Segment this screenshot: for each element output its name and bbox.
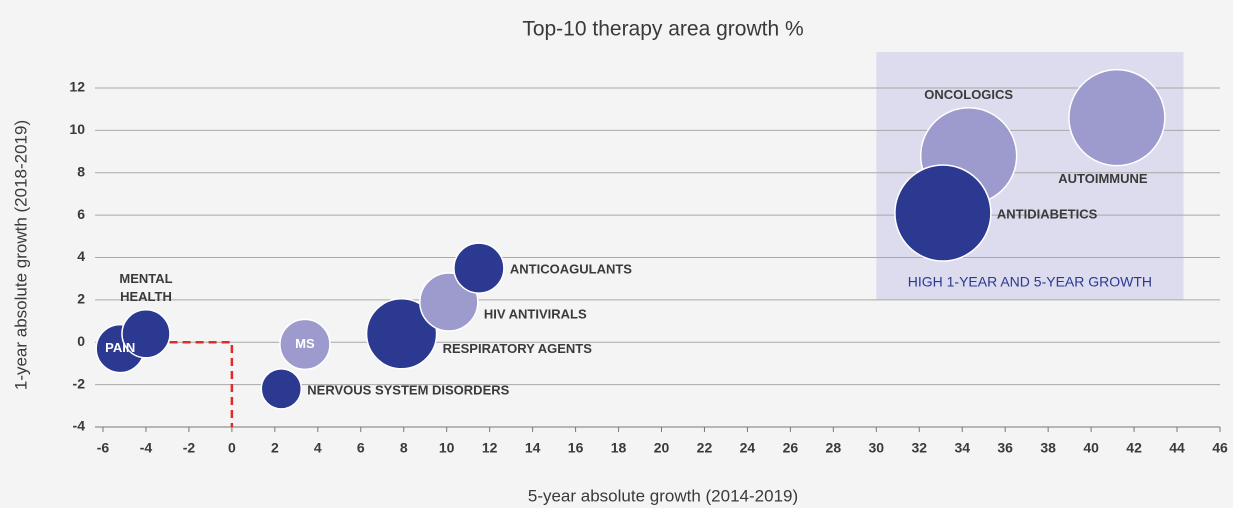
x-tick-label: 4 (314, 440, 322, 456)
y-tick-label: -2 (73, 375, 86, 391)
bubble-label: RESPIRATORY AGENTS (443, 341, 593, 356)
y-tick-label: 4 (77, 248, 85, 264)
bubble (365, 298, 438, 370)
x-tick-label: 14 (525, 440, 541, 456)
x-tick-label: 0 (228, 440, 236, 456)
y-tick-label: 6 (77, 206, 85, 222)
bubble-label: ONCOLOGICS (924, 87, 1013, 102)
x-tick-label: 36 (997, 440, 1013, 456)
x-tick-label: 42 (1126, 440, 1142, 456)
bubble-label: HEALTH (120, 289, 172, 304)
x-tick-label: 24 (740, 440, 756, 456)
y-tick-label: 12 (69, 79, 85, 95)
x-tick-label: -2 (183, 440, 196, 456)
bubble-label: ANTICOAGULANTS (510, 262, 632, 277)
bubble-label: NERVOUS SYSTEM DISORDERS (307, 382, 509, 397)
x-tick-label: 32 (911, 440, 927, 456)
x-tick-label: 38 (1040, 440, 1056, 456)
y-tick-label: 10 (69, 121, 85, 137)
bubble (894, 164, 992, 262)
chart-title: Top-10 therapy area growth % (522, 18, 803, 41)
highlight-label: HIGH 1-YEAR AND 5-YEAR GROWTH (908, 274, 1152, 290)
x-tick-label: 16 (568, 440, 584, 456)
bubble-label: HIV ANTIVIRALS (484, 306, 587, 321)
bubble-label: ANTIDIABETICS (997, 206, 1098, 221)
x-tick-label: -6 (97, 440, 110, 456)
x-tick-label: 12 (482, 440, 498, 456)
y-tick-label: 8 (77, 163, 85, 179)
x-tick-label: 26 (783, 440, 799, 456)
x-tick-label: 6 (357, 440, 365, 456)
y-axis-label: 1-year absolute growth (2018-2019) (11, 120, 30, 390)
bubble (121, 309, 171, 359)
x-tick-label: 8 (400, 440, 408, 456)
x-tick-label: 2 (271, 440, 279, 456)
y-tick-label: 0 (77, 333, 85, 349)
bubble-label: AUTOIMMUNE (1058, 171, 1148, 186)
x-tick-label: 28 (826, 440, 842, 456)
reference-line (169, 341, 234, 427)
x-tick-label: 22 (697, 440, 713, 456)
x-tick-label: 10 (439, 440, 455, 456)
x-tick-label: 18 (611, 440, 627, 456)
bubble (279, 318, 331, 371)
x-tick-label: 44 (1169, 440, 1185, 456)
x-tick-label: 34 (954, 440, 970, 456)
y-tick-label: 2 (77, 291, 85, 307)
bubble (1068, 68, 1166, 167)
bubble (453, 242, 505, 294)
x-tick-label: 40 (1083, 440, 1099, 456)
x-tick-label: -4 (140, 440, 153, 456)
y-tick-label: -4 (73, 418, 86, 434)
x-axis-label: 5-year absolute growth (2014-2019) (528, 486, 798, 505)
x-tick-label: 20 (654, 440, 670, 456)
bubble-label: PAIN (105, 340, 135, 355)
bubble-label: MENTAL (119, 271, 172, 286)
x-tick-label: 46 (1212, 440, 1228, 456)
bubble (260, 368, 303, 410)
x-tick-label: 30 (869, 440, 885, 456)
bubble-label: MS (295, 336, 315, 351)
